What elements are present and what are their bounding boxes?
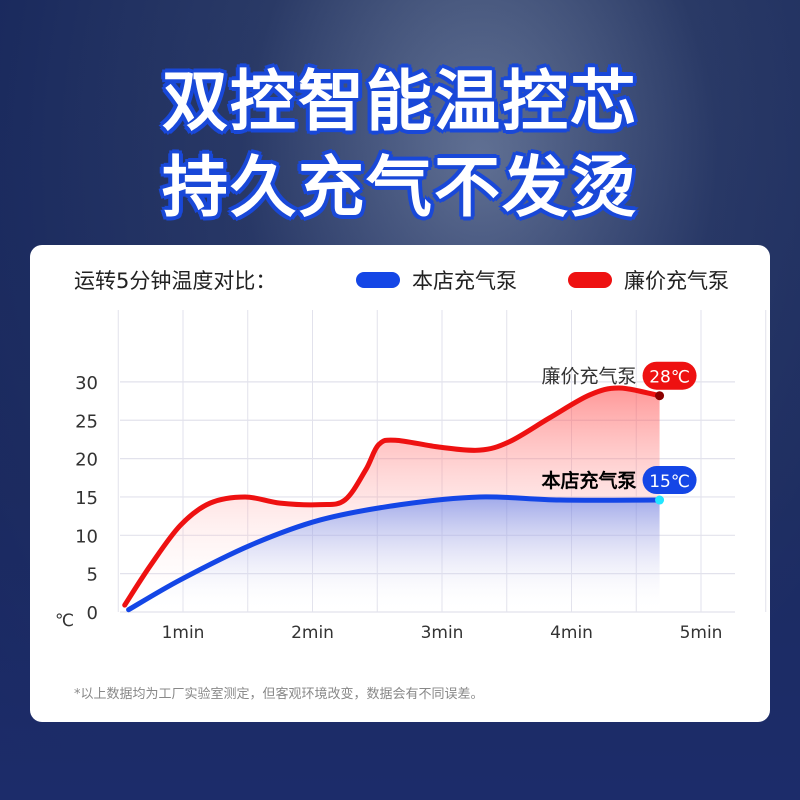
series-line xyxy=(122,385,663,608)
x-tick-label: 3min xyxy=(421,623,464,643)
chart-title: 运转5分钟温度对比： xyxy=(74,269,277,293)
series-end-point xyxy=(655,391,665,401)
end-value-text: 28℃ xyxy=(649,368,690,388)
x-tick-label: 1min xyxy=(162,623,205,643)
y-tick-label: 25 xyxy=(75,411,98,432)
y-tick-label: 5 xyxy=(87,565,98,586)
legend-swatch-red xyxy=(568,272,612,288)
end-value-badge xyxy=(642,361,697,390)
y-tick-label: 30 xyxy=(75,373,98,394)
legend-label: 廉价充气泵 xyxy=(624,269,729,293)
y-tick-label: 20 xyxy=(75,450,98,471)
series-line xyxy=(126,494,663,613)
end-value-text: 15℃ xyxy=(649,472,690,492)
headline-1: 双控智能温控芯 xyxy=(162,63,638,140)
end-value-badge xyxy=(642,466,697,495)
footnote: *以上数据均为工厂实验室测定，但客观环境改变，数据会有不同误差。 xyxy=(74,687,484,702)
series-end-point xyxy=(655,495,665,505)
legend-item-store: 本店充气泵 xyxy=(356,265,517,295)
x-tick-label: 5min xyxy=(680,623,723,643)
series-name-label: 廉价充气泵 xyxy=(542,366,637,388)
y-tick-label: 10 xyxy=(75,526,98,547)
legend-swatch-blue xyxy=(356,272,400,288)
y-tick-label: 15 xyxy=(75,488,98,509)
series-area xyxy=(128,496,660,612)
y-tick-label: 0 xyxy=(87,603,98,624)
headline-2: 持久充气不发烫 xyxy=(162,149,638,226)
series-name-label: 本店充气泵 xyxy=(542,469,637,492)
x-tick-label: 4min xyxy=(550,623,593,643)
legend-label: 本店充气泵 xyxy=(412,269,517,293)
y-unit-label: ℃ xyxy=(55,611,74,631)
x-tick-label: 2min xyxy=(291,623,334,643)
legend-item-cheap: 廉价充气泵 xyxy=(568,265,729,295)
